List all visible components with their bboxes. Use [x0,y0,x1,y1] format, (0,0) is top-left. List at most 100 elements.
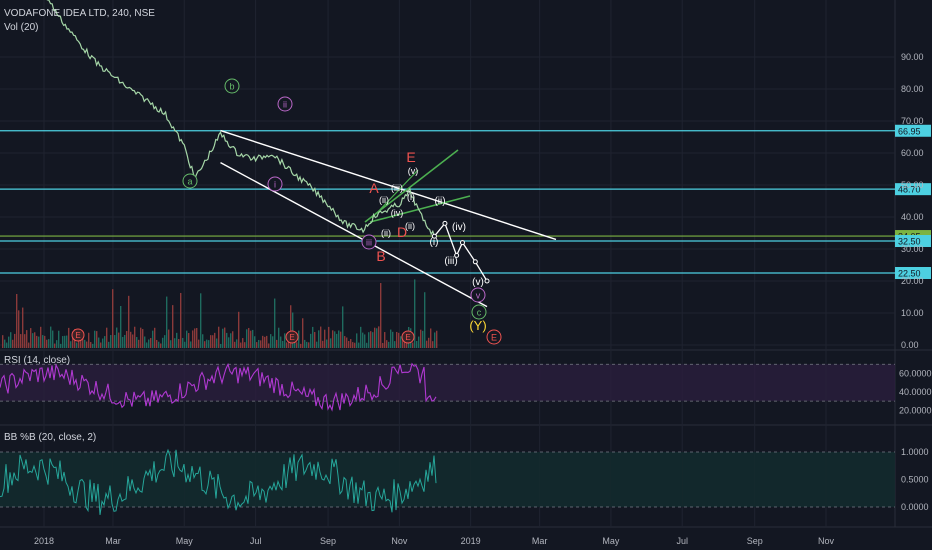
price-tick-label: 60.00 [901,148,924,158]
wave-sub-v: (v) [472,277,484,288]
volume-bar [312,326,314,348]
volume-bar [114,335,116,348]
green-trendline [371,169,419,219]
price-series [46,0,490,284]
volume-bar [342,306,344,348]
volume-bar [298,330,300,348]
volume-bar [304,339,306,348]
volume-bar [120,305,122,348]
wave-D: D [397,224,407,240]
volume-bar [270,334,272,348]
volume-bar [218,326,220,348]
rsi-band [0,364,895,402]
volume-bar [400,336,402,348]
wave-i-marker [267,176,283,192]
volume-bar [274,298,276,348]
wave-iii-paren: (iii) [391,183,403,193]
volume-bar [362,332,364,348]
volume-bar [210,335,212,348]
wave-A: A [369,180,379,196]
wave-Y: (Y) [469,318,486,333]
volume-bar [380,283,382,348]
volume-bar [28,342,30,348]
volume-bar [264,336,266,348]
projection-point [459,240,465,246]
volume-bar [412,342,414,348]
volume-bar [8,336,10,348]
bb-tick-label: 0.0000 [901,502,929,512]
wave-a-marker [182,173,198,189]
volume-bar [70,341,72,348]
volume-bar [368,332,370,348]
volume-bar [82,335,84,348]
bb-label[interactable]: BB %B (20, close, 2) [4,432,97,443]
volume-label[interactable]: Vol (20) [4,22,39,33]
volume-bar [142,329,144,348]
volume-bar [140,327,142,348]
wave-annotations: baiiiiiicvEABDE(Y)(ii)(iv)(i)(iii)(v)(ii… [182,78,502,345]
volume-bar [188,333,190,348]
volume-bar [182,337,184,348]
volume-bar [224,327,226,348]
projection-point [484,278,490,284]
volume-bar [386,340,388,348]
volume-bar [32,333,34,348]
symbol-title[interactable]: VODAFONE IDEA LTD, 240, NSE [4,8,155,19]
time-tick-label: Mar [105,536,121,546]
volume-bar [216,338,218,348]
volume-bar [110,335,112,348]
projection-point [454,252,460,258]
volume-bar [58,330,60,348]
volume-bar [14,333,16,348]
volume-bar [206,339,208,348]
wave-ii-low: (ii) [381,228,391,238]
price-line [46,0,435,237]
wave-sub-i: (i) [430,237,439,248]
volume-bar [164,335,166,348]
volume-bar [306,341,308,348]
volume-bar [390,329,392,348]
volume-bar [320,326,322,348]
volume-bar [6,342,8,348]
volume-bar [266,335,268,348]
volume-bar [30,328,32,348]
volume-bar [150,338,152,348]
wave-v-paren: (v) [408,166,419,176]
volume-bar [432,341,434,348]
volume-bar [366,342,368,348]
volume-bar [200,293,202,348]
rsi-tick-label: 40.0000 [899,387,932,397]
volume-bar [220,343,222,348]
time-tick-label: Sep [747,536,763,546]
volume-bar [176,332,178,348]
volume-bar [198,339,200,348]
volume-bar [106,327,108,348]
volume-bar [52,330,54,348]
wedge-channel[interactable] [220,129,557,308]
volume-bar [172,305,174,348]
volume-bar [420,329,422,348]
volume-bar [348,341,350,348]
volume-bar [364,334,366,348]
wave-iv-paren: (iv) [391,208,404,218]
earnings-label: E [289,333,294,342]
volume-bar [268,343,270,348]
volume-bar [194,328,196,348]
volume-bar [396,331,398,348]
volume-bar [38,336,40,348]
bb-line [0,448,437,515]
time-tick-label: 2019 [461,536,481,546]
bb-tick-label: 0.5000 [901,475,929,485]
volume-bar [208,340,210,348]
rsi-label[interactable]: RSI (14, close) [4,355,71,366]
volume-bar [20,334,22,348]
volume-bar [280,336,282,348]
time-tick-label: 2018 [34,536,54,546]
volume-bar [94,330,96,348]
volume-bar [146,342,148,348]
earnings-icon [71,328,85,342]
level-price-label: 22.50 [898,269,921,279]
price-tick-label: 10.00 [901,308,924,318]
